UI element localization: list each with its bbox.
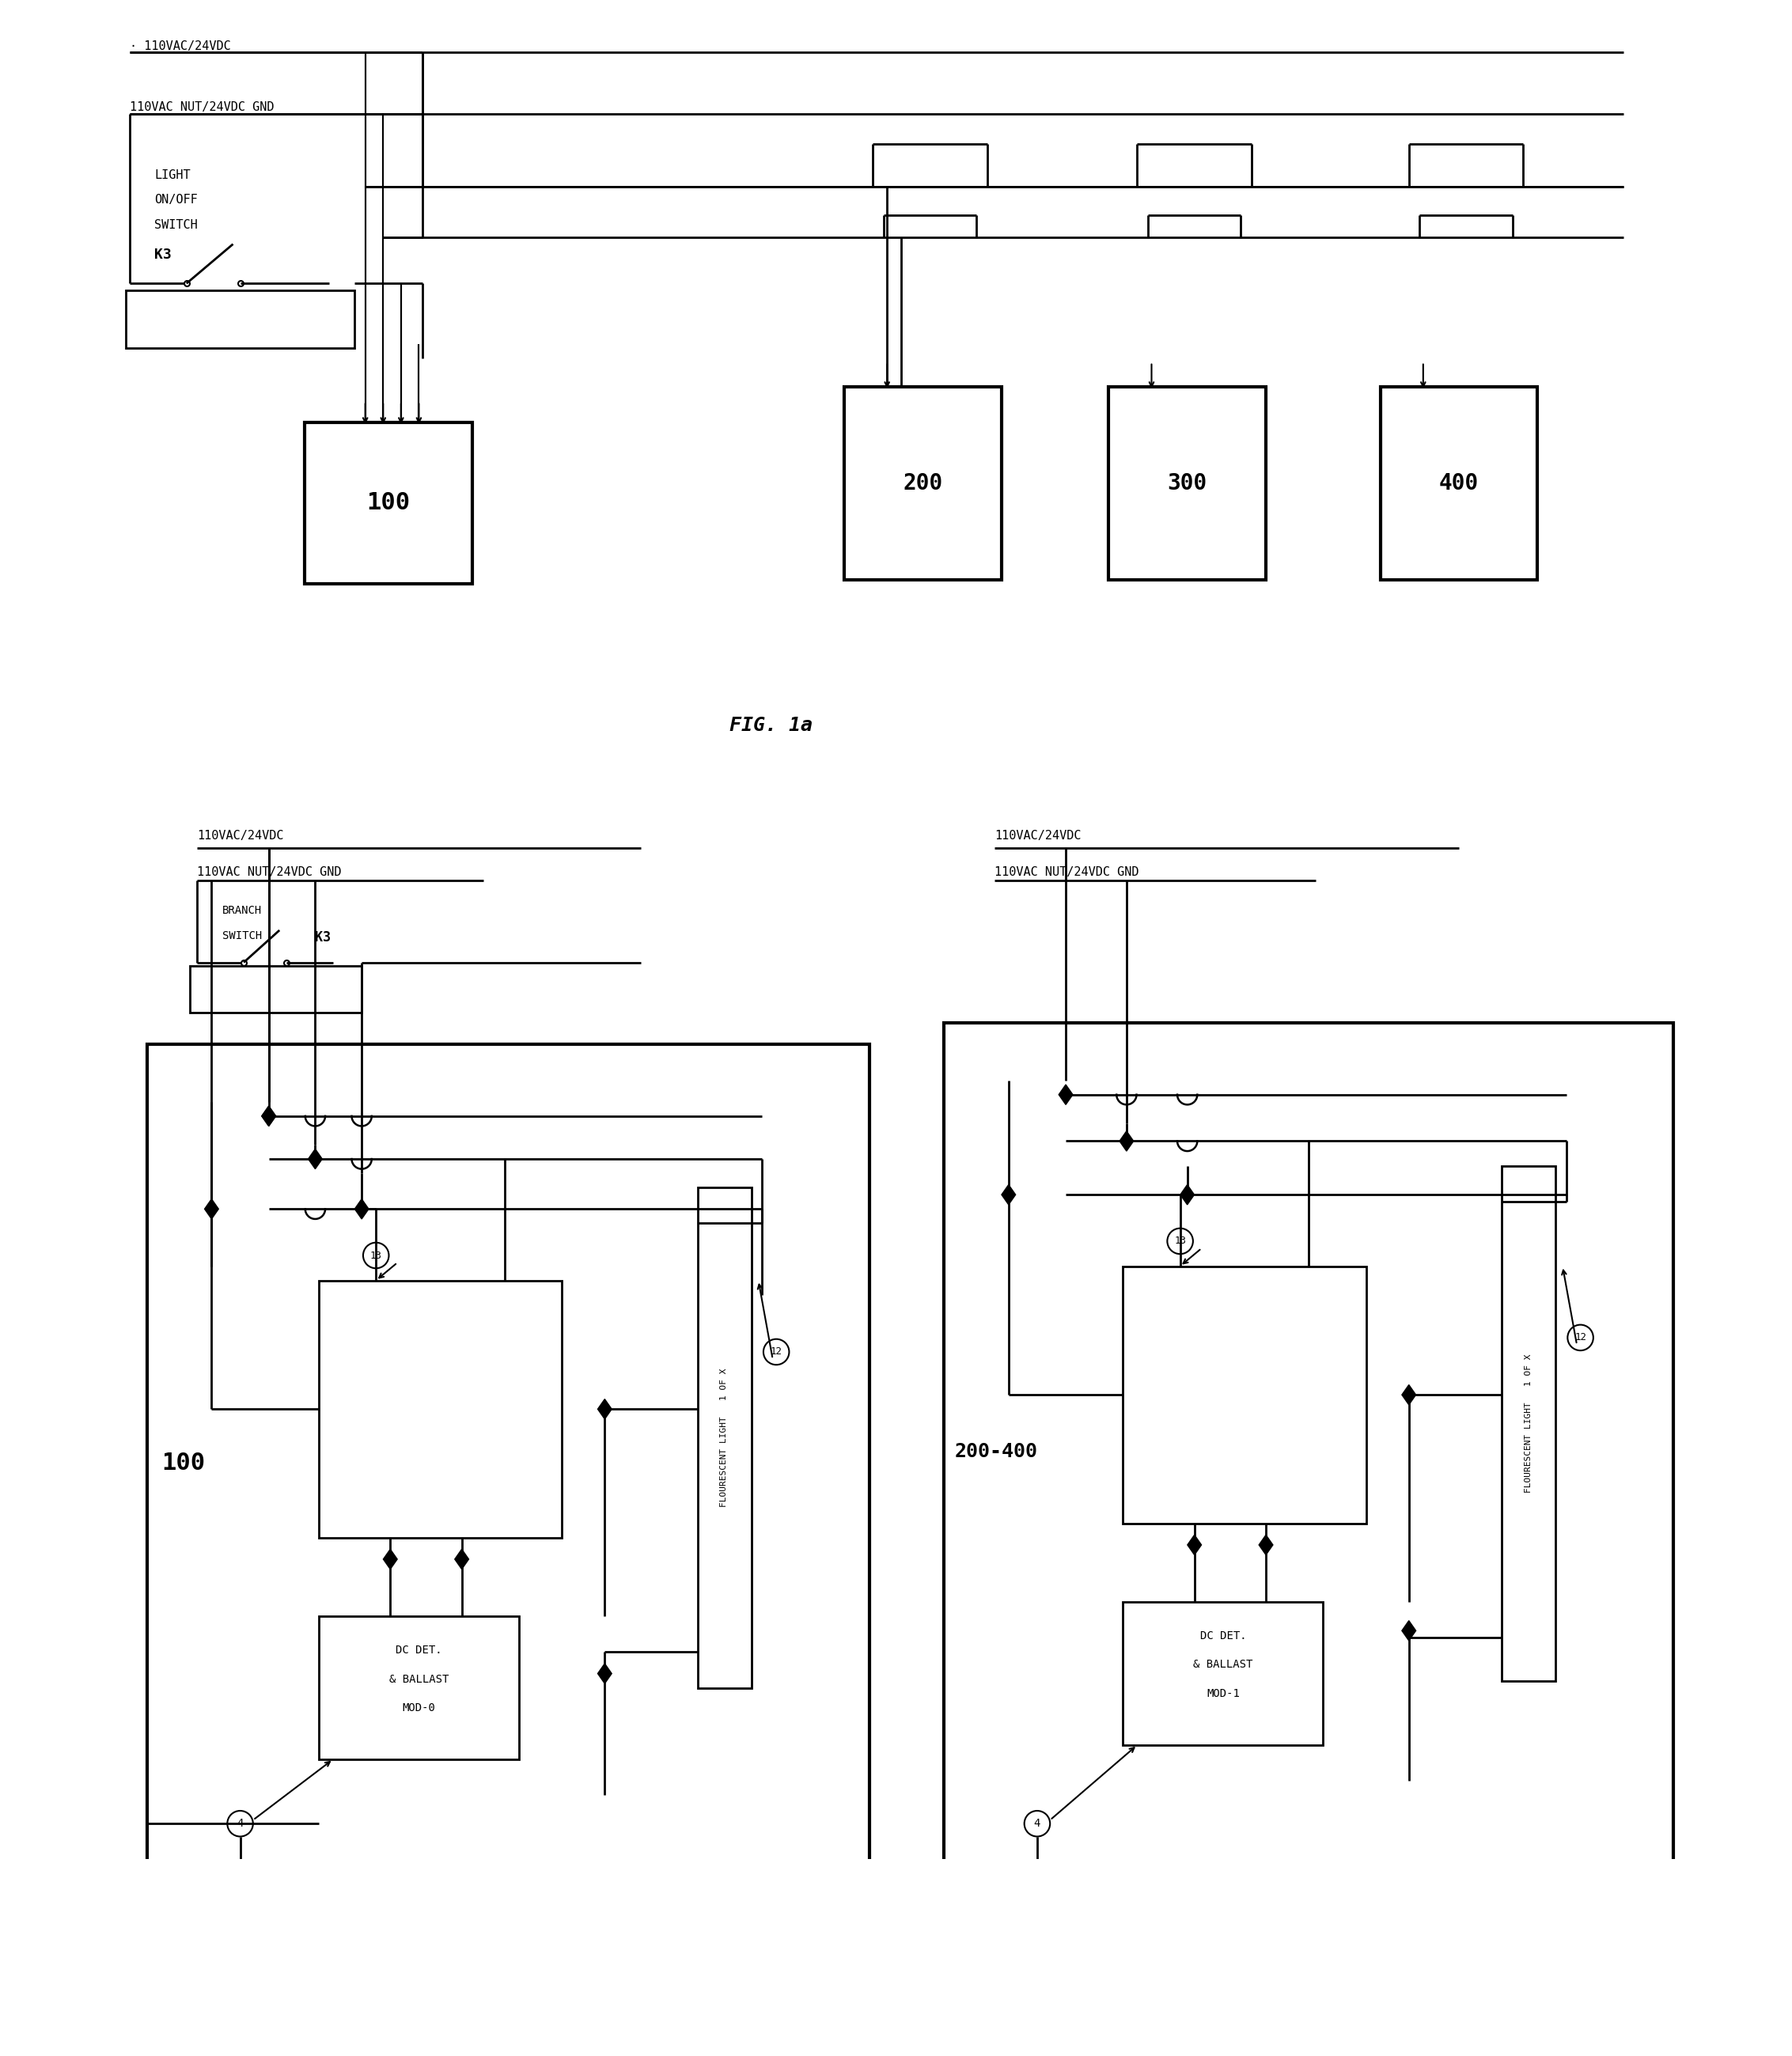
Text: 200-400: 200-400 [955,1443,1038,1462]
Bar [944,1024,1674,1881]
Text: MOD-1: MOD-1 [1206,1688,1240,1698]
Text: & BALLAST: & BALLAST [389,1674,448,1684]
Polygon shape [383,1548,398,1569]
Text: 110VAC NUT/24VDC GND: 110VAC NUT/24VDC GND [995,866,1138,878]
Text: 100: 100 [366,491,410,514]
Polygon shape [599,1663,611,1684]
Text: SWITCH: SWITCH [222,929,262,942]
Polygon shape [308,1149,323,1170]
Polygon shape [1260,1536,1272,1554]
Text: DC DET.: DC DET. [1201,1630,1245,1643]
Polygon shape [1401,1386,1416,1404]
Text: 110VAC/24VDC: 110VAC/24VDC [995,831,1081,843]
Text: ON/OFF: ON/OFF [154,193,197,206]
Text: 300: 300 [1167,473,1208,495]
Text: 110VAC NUT/24VDC GND: 110VAC NUT/24VDC GND [197,866,342,878]
Polygon shape [1002,1184,1016,1205]
Text: BRANCH: BRANCH [222,905,262,917]
Polygon shape [1181,1184,1193,1205]
Text: K3: K3 [315,929,332,944]
Polygon shape [1059,1086,1073,1104]
Bar [1124,1602,1322,1746]
Text: SWITCH: SWITCH [154,220,197,230]
Text: 100: 100 [161,1452,204,1474]
Text: MOD-0: MOD-0 [401,1702,435,1713]
Text: 400: 400 [1439,473,1478,495]
Text: FIG. 1a: FIG. 1a [729,715,814,734]
Text: FLOURESCENT LIGHT   1 OF X: FLOURESCENT LIGHT 1 OF X [1525,1355,1532,1493]
Polygon shape [204,1199,219,1219]
Text: K3: K3 [154,247,172,261]
Text: 110VAC/24VDC: 110VAC/24VDC [197,831,283,843]
Text: 110VAC NUT/24VDC GND: 110VAC NUT/24VDC GND [129,101,274,113]
Polygon shape [355,1199,369,1219]
Text: · 110VAC/24VDC: · 110VAC/24VDC [129,41,231,51]
Text: DC DET.: DC DET. [396,1645,443,1655]
Bar [147,1044,869,1881]
Text: 4: 4 [1034,1818,1041,1830]
Text: 12: 12 [771,1347,781,1357]
Polygon shape [262,1106,276,1127]
Bar [697,1188,751,1688]
Bar [305,424,473,584]
Polygon shape [1401,1620,1416,1641]
Text: 13: 13 [369,1250,382,1260]
Text: LIGHT: LIGHT [154,169,190,181]
Polygon shape [1120,1131,1134,1151]
Text: 13: 13 [1174,1236,1186,1246]
Polygon shape [1188,1536,1201,1554]
Text: 4: 4 [237,1818,244,1830]
Text: & BALLAST: & BALLAST [1193,1659,1253,1669]
Bar [190,966,362,1012]
Bar [125,290,355,347]
Bar [844,387,1002,580]
Text: 200: 200 [903,473,943,495]
Bar [319,1616,520,1760]
Polygon shape [262,1106,276,1127]
Polygon shape [599,1398,611,1419]
Text: FLOURESCENT LIGHT   1 OF X: FLOURESCENT LIGHT 1 OF X [720,1369,728,1507]
Bar [1124,1266,1366,1523]
Bar [1380,387,1538,580]
Bar [1109,387,1265,580]
Text: 12: 12 [1575,1332,1586,1343]
Bar [1502,1166,1555,1680]
Polygon shape [455,1548,470,1569]
Bar [319,1281,563,1538]
